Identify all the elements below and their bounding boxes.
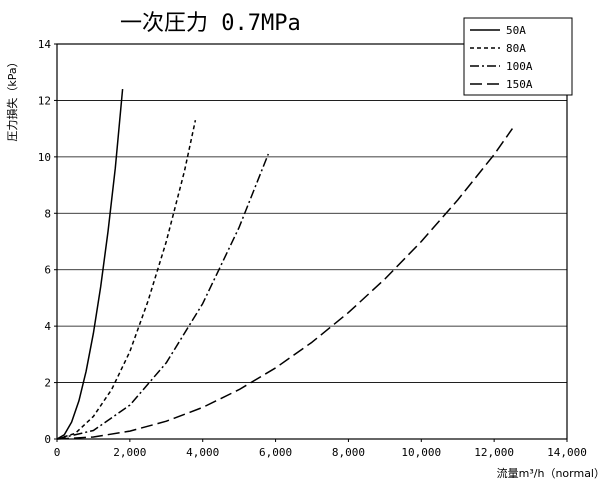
y-tick-label: 8 (44, 207, 51, 220)
legend-label-100A: 100A (506, 60, 533, 73)
legend-label-50A: 50A (506, 24, 526, 37)
x-tick-label: 2,000 (113, 446, 146, 459)
y-tick-label: 12 (38, 94, 51, 107)
legend-label-150A: 150A (506, 78, 533, 91)
y-tick-label: 4 (44, 320, 51, 333)
x-tick-label: 14,000 (547, 446, 587, 459)
x-tick-label: 10,000 (401, 446, 441, 459)
grid-lines (57, 100, 567, 383)
y-tick-label: 10 (38, 151, 51, 164)
legend-label-80A: 80A (506, 42, 526, 55)
x-tick-label: 6,000 (259, 446, 292, 459)
x-tick-label: 12,000 (474, 446, 514, 459)
legend: 50A 80A 100A 150A (463, 17, 573, 96)
chart-title: 一次圧力 0.7MPa (120, 11, 301, 36)
x-tick-label: 8,000 (332, 446, 365, 459)
series-line-50A (56, 89, 124, 440)
series-line-150A (56, 128, 514, 440)
x-axis-label: 流量m³/h（normal） (497, 466, 605, 480)
x-tick-label: 4,000 (186, 446, 219, 459)
y-tick-label: 6 (44, 264, 51, 277)
y-tick-label: 14 (38, 38, 52, 51)
y-tick-label: 0 (44, 433, 51, 446)
legend-box (463, 17, 573, 96)
y-axis-label: 圧力損失（kPa） (5, 56, 19, 141)
y-tick-label: 2 (44, 377, 51, 390)
x-tick-label: 0 (54, 446, 61, 459)
series-line-100A (56, 153, 269, 440)
series-line-80A (56, 120, 197, 440)
x-axis-ticks: 0 2,000 4,000 6,000 8,000 10,000 12,000 14,000 (54, 439, 587, 459)
plot-area (56, 43, 568, 440)
y-axis-ticks: 0 2 4 6 8 10 12 14 (38, 38, 57, 446)
series-lines (56, 89, 514, 440)
